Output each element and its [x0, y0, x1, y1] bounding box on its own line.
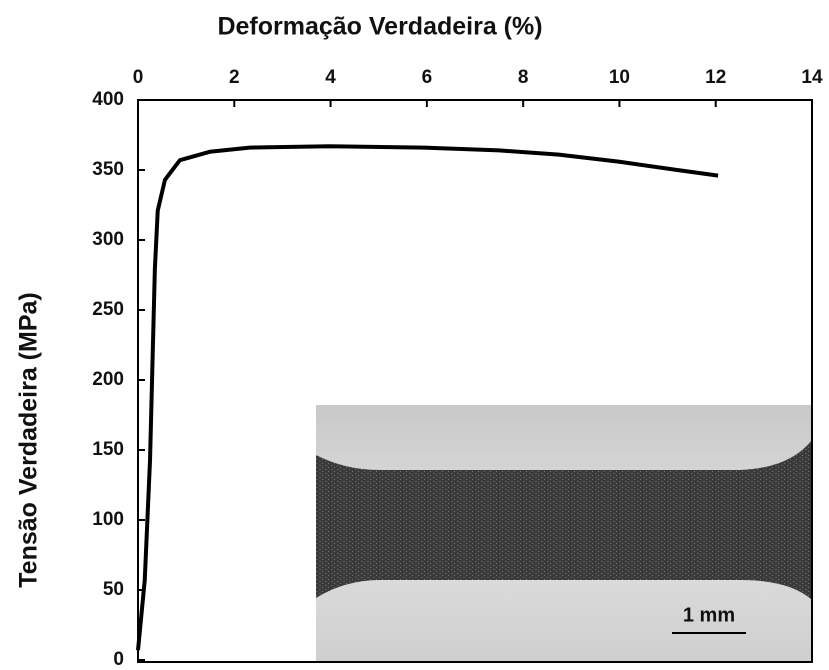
x-tick-label: 8 [518, 67, 529, 88]
y-tick-label: 300 [92, 229, 124, 250]
scale-label: 1 mm [683, 604, 735, 626]
x-tick-label: 10 [609, 67, 630, 88]
y-tick-label: 400 [92, 89, 124, 110]
y-tick-label: 100 [92, 509, 124, 530]
x-tick-label: 14 [801, 67, 823, 88]
stress-strain-curve [136, 144, 719, 651]
x-tick-label: 12 [705, 67, 726, 88]
y-tick-label: 250 [92, 299, 124, 320]
x-tick-label: 2 [229, 67, 240, 88]
inset-photo [316, 405, 812, 662]
y-tick-label: 350 [92, 159, 124, 180]
x-axis-label: Deformação Verdadeira (%) [217, 13, 542, 41]
y-axis-label: Tensão Verdadeira (MPa) [15, 292, 43, 587]
x-tick-label: 6 [422, 67, 433, 88]
x-tick-label: 0 [133, 67, 144, 88]
y-tick-label: 0 [113, 649, 124, 670]
y-tick-label: 50 [103, 579, 124, 600]
x-tick-label: 4 [325, 67, 336, 88]
y-tick-label: 200 [92, 369, 124, 390]
y-tick-label: 150 [92, 439, 124, 460]
